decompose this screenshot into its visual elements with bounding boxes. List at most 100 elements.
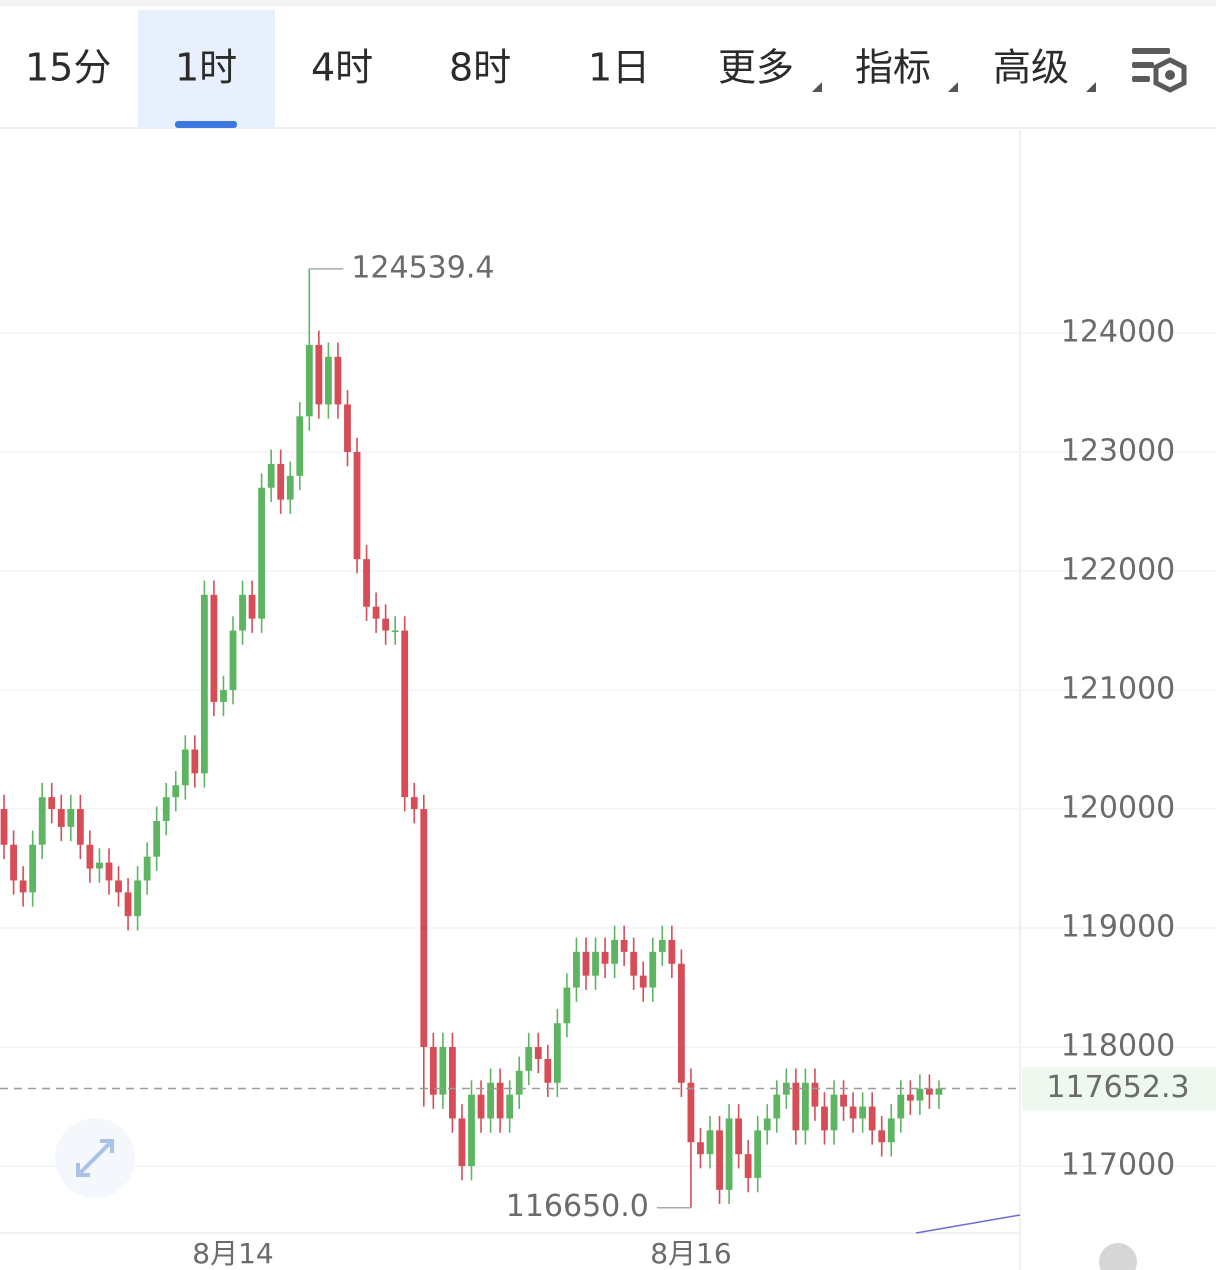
candle-body	[716, 1130, 723, 1190]
candle-body	[449, 1047, 456, 1119]
candle-body	[105, 862, 113, 881]
candle-body	[162, 797, 170, 821]
candle-body	[496, 1082, 504, 1119]
candle-body	[849, 1106, 857, 1119]
timeframe-tabs: 15分 1时 4时 8时 1日 更多 指标 高级	[25, 10, 1069, 128]
candle-body	[124, 892, 132, 917]
candle-body	[515, 1070, 523, 1095]
tab[interactable]: 更多	[718, 46, 794, 90]
candle-body	[544, 1058, 552, 1083]
candle-body	[706, 1130, 714, 1155]
candle-body	[296, 416, 304, 476]
tab[interactable]: 8时	[449, 46, 511, 90]
candle-body	[19, 880, 27, 893]
candle-body	[697, 1142, 704, 1155]
candle-body	[506, 1094, 514, 1119]
candle-body	[487, 1082, 494, 1119]
candle-body	[906, 1094, 914, 1101]
indicator-line	[915, 1214, 1021, 1234]
active-tab-indicator	[175, 121, 237, 128]
candle-body	[592, 951, 599, 976]
x-tick-label: 8月14	[192, 1237, 273, 1270]
candle-body	[134, 880, 141, 917]
candle-body	[840, 1094, 847, 1107]
annotation-label: 124539.4	[351, 250, 494, 285]
expand-icon	[76, 1139, 114, 1177]
candle-body	[181, 749, 189, 786]
candle-body	[172, 785, 180, 798]
candle-body	[802, 1082, 809, 1131]
candle-body	[916, 1088, 924, 1101]
candle-body	[735, 1118, 743, 1155]
tab[interactable]: 4时	[311, 46, 373, 90]
top-strip	[0, 0, 1216, 6]
candle-body	[86, 844, 94, 869]
candle-body	[926, 1088, 933, 1095]
candle-body	[601, 951, 609, 964]
tab[interactable]: 高级	[993, 46, 1069, 90]
candle-body	[153, 820, 161, 857]
candle-body	[382, 618, 390, 631]
candle-body	[811, 1082, 819, 1107]
candle-body	[792, 1082, 800, 1131]
candle-body	[611, 939, 618, 964]
candle-body	[200, 594, 208, 774]
settings-icon[interactable]	[1132, 48, 1187, 93]
active-tab-bg	[138, 10, 275, 128]
candle-body	[935, 1088, 943, 1095]
candle-body	[754, 1130, 762, 1178]
candle-body	[315, 344, 323, 405]
candle-body	[401, 630, 409, 798]
y-tick-label: 119000	[1061, 910, 1176, 945]
y-tick-label: 121000	[1061, 672, 1176, 707]
dropdown-arrows	[812, 82, 1096, 92]
candle-body	[763, 1118, 771, 1131]
tab[interactable]: 1日	[588, 46, 650, 90]
candle-body	[67, 809, 75, 827]
candle-body	[887, 1118, 895, 1143]
y-tick-label: 124000	[1061, 315, 1176, 350]
tab[interactable]: 15分	[25, 46, 111, 90]
candle-body	[286, 475, 294, 500]
candle-body	[353, 452, 361, 560]
candle-body	[239, 594, 246, 631]
candle-body	[143, 856, 151, 881]
candle-body	[277, 463, 285, 500]
candle-body	[830, 1094, 838, 1131]
candle-body	[229, 630, 237, 691]
candle-body	[48, 797, 56, 810]
candle-body	[744, 1154, 752, 1178]
candle-body	[10, 844, 17, 881]
tab[interactable]: 1时	[175, 46, 237, 90]
candle-body	[773, 1094, 781, 1119]
candle-body	[248, 594, 256, 619]
candle-body	[859, 1106, 867, 1119]
candle-body	[267, 463, 275, 488]
candle-body	[115, 880, 122, 893]
candle-body	[191, 749, 199, 774]
annotation-label: 116650.0	[506, 1189, 649, 1224]
candle-body	[658, 939, 666, 952]
candle-body	[649, 951, 657, 988]
candle-body	[334, 356, 342, 405]
candle-body	[220, 690, 227, 702]
candle-body	[573, 951, 580, 988]
last-price-box	[1022, 1066, 1216, 1111]
tab[interactable]: 指标	[855, 46, 931, 90]
candle-body	[0, 809, 8, 845]
candle-body	[29, 844, 37, 893]
candle-body	[429, 1047, 437, 1095]
candle-body	[821, 1106, 828, 1131]
candle-body	[620, 939, 628, 952]
candle-body	[38, 797, 46, 845]
candle-body	[897, 1094, 905, 1119]
candle-body	[534, 1047, 542, 1059]
candle-body	[305, 344, 313, 417]
plot: 117000 118000 119000 120000 121000 122000 1230…	[0, 250, 1216, 1270]
candle-body	[57, 809, 65, 827]
k-badge[interactable]	[1099, 1243, 1137, 1270]
candle-body	[563, 987, 571, 1024]
candle-body	[639, 975, 647, 988]
candle-body	[458, 1118, 466, 1167]
